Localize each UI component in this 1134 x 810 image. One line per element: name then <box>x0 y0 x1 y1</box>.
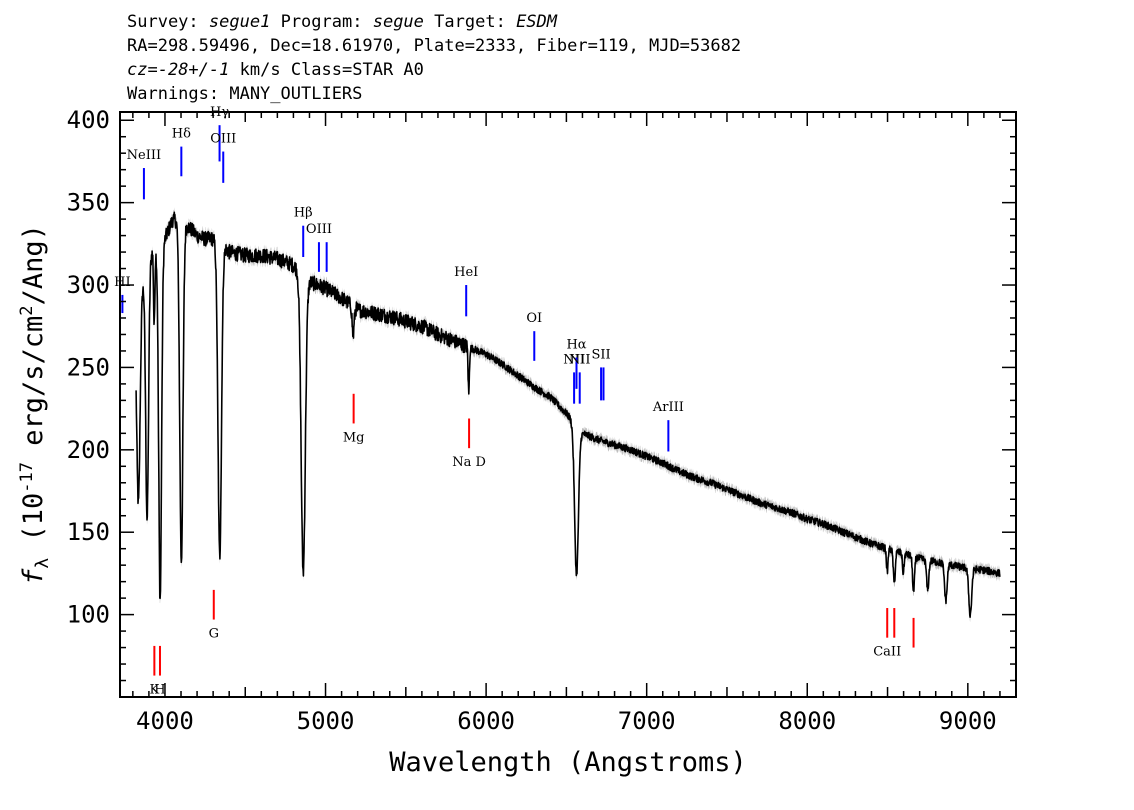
x-tick-label: 8000 <box>778 707 836 735</box>
header-line-warnings: Warnings: MANY_OUTLIERS <box>127 84 363 104</box>
emission-label-ariii: ArIII <box>652 400 684 415</box>
x-tick-label: 6000 <box>457 707 515 735</box>
absorption-label-k: K <box>150 683 160 698</box>
y-axis-symbol: f <box>18 568 49 585</box>
spectrum-header: Survey: segue1 Program: segue Target: ES… <box>127 10 741 106</box>
emission-label-neiii: NeIII <box>127 148 161 163</box>
program-value: segue <box>372 12 424 32</box>
x-axis-title: Wavelength (Angstroms) <box>389 747 747 778</box>
x-tick-label: 7000 <box>618 707 676 735</box>
emission-label-nii: NII <box>563 352 585 367</box>
emission-label-hei: HeI <box>454 265 478 280</box>
y-tick-label: 350 <box>67 189 110 217</box>
emission-label-oi: OI <box>526 311 542 326</box>
absorption-label-mg: Mg <box>343 430 365 445</box>
emission-label-h-: Hβ <box>294 206 313 221</box>
y-axis-subscript: λ <box>32 558 53 569</box>
y-tick-label: 250 <box>67 353 110 381</box>
absorption-label-g: G <box>209 627 219 642</box>
program-label: Program: <box>280 12 363 32</box>
cz-unit: km/s <box>239 60 281 80</box>
cz-label: cz= <box>127 60 158 80</box>
y-axis-title: fλ (10-17 erg/s/cm2/Ang) <box>17 224 53 585</box>
y-tick-label: 400 <box>67 106 110 134</box>
x-tick-label: 5000 <box>297 707 355 735</box>
y-tick-label: 100 <box>67 601 110 629</box>
target-label: Target: <box>434 12 506 32</box>
x-tick-label: 4000 <box>136 707 194 735</box>
absorption-label-caii: CaII <box>873 645 901 660</box>
absorption-label-na-d: Na D <box>452 455 486 470</box>
emission-label-oiii: OIII <box>210 132 236 147</box>
y-axis-text-pre: (10 <box>18 493 49 558</box>
y-tick-label: 300 <box>67 271 110 299</box>
survey-value: segue1 <box>208 12 271 32</box>
header-line-survey: Survey: segue1 Program: segue Target: ES… <box>127 10 741 34</box>
spectrum-series <box>135 211 1001 619</box>
cz-value: -28+/-1 <box>157 60 230 80</box>
target-value: ESDM <box>516 12 558 32</box>
emission-label-h-: Hδ <box>172 127 191 142</box>
axis-ticks: 4000 5000 6000 7000 8000 9000 100 150 200 250 300 3… <box>67 106 1017 735</box>
y-tick-label: 200 <box>67 436 110 464</box>
survey-label: Survey: <box>127 12 199 32</box>
emission-label-nii: NII <box>569 352 591 367</box>
emission-label-h-: Hα <box>566 338 586 353</box>
header-line-redshift: cz=-28+/-1 km/s Class=STAR A0 <box>127 58 741 82</box>
header-line-coordinates: RA=298.59496, Dec=18.61970, Plate=2333, … <box>127 36 742 56</box>
class-text: Class=STAR A0 <box>290 60 424 80</box>
absorption-label-h: H <box>154 683 165 698</box>
emission-label-oiii: OIII <box>306 222 332 237</box>
spectrum-line <box>135 211 1001 619</box>
y-axis-exponent-2: 2 <box>17 305 37 315</box>
emission-label-sii: SII <box>591 347 610 362</box>
y-tick-label: 150 <box>67 518 110 546</box>
plot-frame <box>119 111 1017 698</box>
x-tick-label: 9000 <box>939 707 997 735</box>
y-axis-exponent: -17 <box>17 462 37 493</box>
y-axis-text-post: /Ang) <box>18 224 49 305</box>
emission-label-hi: HI <box>114 275 130 290</box>
y-axis-text-mid: erg/s/cm <box>18 316 49 462</box>
